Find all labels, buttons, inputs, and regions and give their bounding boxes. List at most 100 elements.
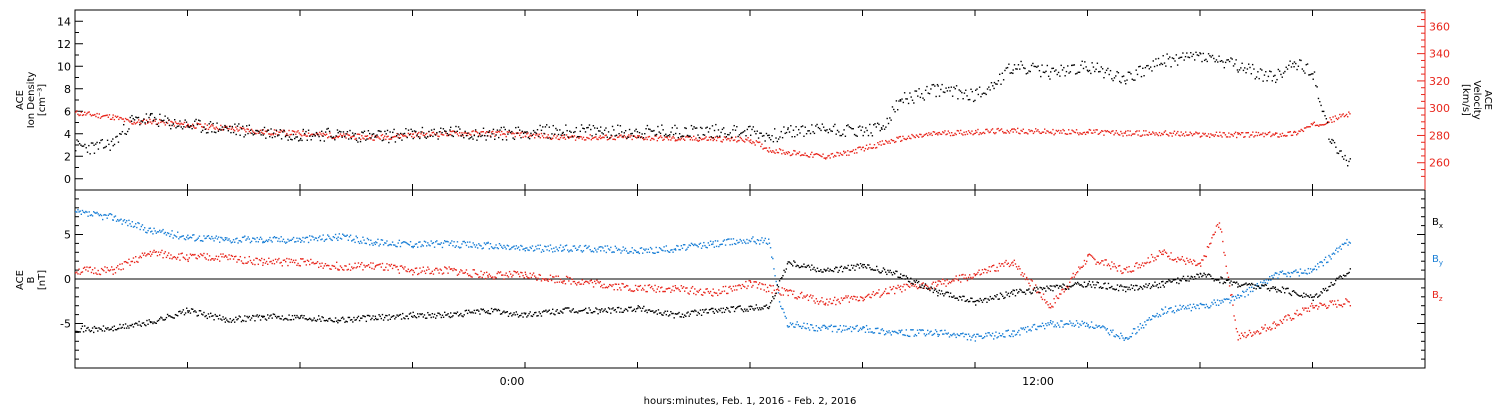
velocity-series-point — [1142, 134, 1143, 135]
density-series-point — [699, 137, 700, 138]
density-series-point — [600, 126, 601, 127]
bz-series-point — [680, 291, 681, 292]
by-series-point — [232, 241, 233, 242]
density-series-point — [881, 129, 882, 130]
density-series-point — [254, 133, 255, 134]
bz-series-point — [681, 285, 682, 286]
density-series-point — [1082, 61, 1083, 62]
by-series-point — [295, 241, 296, 242]
by-series-point — [1044, 328, 1045, 329]
bz-series-point — [343, 269, 344, 270]
by-series-point — [1217, 299, 1218, 300]
bz-series-point — [963, 278, 964, 279]
density-series-point — [764, 140, 765, 141]
bz-series-point — [883, 292, 884, 293]
density-series-point — [845, 136, 846, 137]
bz-series-point — [1214, 234, 1215, 235]
bz-series-point — [386, 263, 387, 264]
density-series-point — [762, 135, 763, 136]
bz-series-point — [1290, 317, 1291, 318]
density-series-point — [978, 94, 979, 95]
velocity-series-point — [204, 123, 205, 124]
velocity-series-point — [1027, 133, 1028, 134]
by-series-point — [203, 235, 204, 236]
density-series-point — [130, 117, 131, 118]
by-series-point — [202, 241, 203, 242]
bx-series-point — [152, 323, 153, 324]
ion-density-label-line: Ion Density — [26, 72, 37, 129]
bz-series-point — [986, 272, 987, 273]
density-series-point — [209, 123, 210, 124]
density-series-point — [1208, 53, 1209, 54]
by-series-point — [558, 250, 559, 251]
bx-series-point — [165, 319, 166, 320]
density-series-point — [516, 133, 517, 134]
bz-series-point — [1350, 305, 1351, 306]
bx-series-point — [208, 313, 209, 314]
density-series-point — [1283, 72, 1284, 73]
by-series-point — [1141, 327, 1142, 328]
by-series-point — [923, 330, 924, 331]
by-series-point — [882, 328, 883, 329]
by-series-point — [1270, 279, 1271, 280]
bz-series-point — [1152, 256, 1153, 257]
by-series-point — [713, 241, 714, 242]
bz-series-point — [1004, 262, 1005, 263]
by-series-point — [948, 332, 949, 333]
bz-series-point — [756, 281, 757, 282]
by-series-point — [308, 242, 309, 243]
density-series-point — [550, 137, 551, 138]
bz-series-point — [1117, 270, 1118, 271]
bz-series-point — [1028, 283, 1029, 284]
density-series-point — [133, 118, 134, 119]
bz-series-point — [792, 294, 793, 295]
bx-series-point — [187, 310, 188, 311]
bz-series-point — [768, 291, 769, 292]
density-series-point — [470, 137, 471, 138]
velocity-series-point — [835, 155, 836, 156]
bz-series-point — [1168, 256, 1169, 257]
bz-series-point — [161, 250, 162, 251]
by-series-point — [704, 245, 705, 246]
bx-series-point — [167, 314, 168, 315]
by-series-point — [610, 247, 611, 248]
velocity-series-point — [1134, 133, 1135, 134]
by-series-point — [1062, 326, 1063, 327]
bz-series-point — [1202, 259, 1203, 260]
density-series-point — [308, 130, 309, 131]
bz-series-point — [1238, 339, 1239, 340]
by-series-point — [176, 236, 177, 237]
bz-series-point — [647, 291, 648, 292]
bx-series-point — [450, 312, 451, 313]
density-series-point — [913, 102, 914, 103]
velocity-series-point — [1329, 117, 1330, 118]
by-series-point — [134, 226, 135, 227]
by-series-point — [778, 292, 779, 293]
density-series-point — [1187, 56, 1188, 57]
by-series-point — [296, 237, 297, 238]
density-series-point — [108, 144, 109, 145]
by-series-point — [1230, 300, 1231, 301]
top-left-y-tick-label: 8 — [64, 83, 71, 96]
density-series-point — [828, 132, 829, 133]
velocity-series-point — [978, 134, 979, 135]
density-series-point — [586, 127, 587, 128]
bz-series-point — [956, 275, 957, 276]
density-series-point — [322, 136, 323, 137]
bz-series-point — [1222, 241, 1223, 242]
velocity-series-point — [1340, 116, 1341, 117]
by-series-point — [819, 328, 820, 329]
bz-series-point — [760, 288, 761, 289]
by-series-point — [925, 335, 926, 336]
density-series-point — [1211, 56, 1212, 57]
bx-series-point — [316, 320, 317, 321]
velocity-series-point — [570, 136, 571, 137]
bz-series-point — [943, 283, 944, 284]
velocity-series-point — [274, 129, 275, 130]
by-series-point — [490, 243, 491, 244]
density-series-point — [1186, 52, 1187, 53]
bx-series-point — [319, 318, 320, 319]
bz-series-point — [490, 275, 491, 276]
velocity-series-point — [759, 141, 760, 142]
density-series-point — [1282, 76, 1283, 77]
